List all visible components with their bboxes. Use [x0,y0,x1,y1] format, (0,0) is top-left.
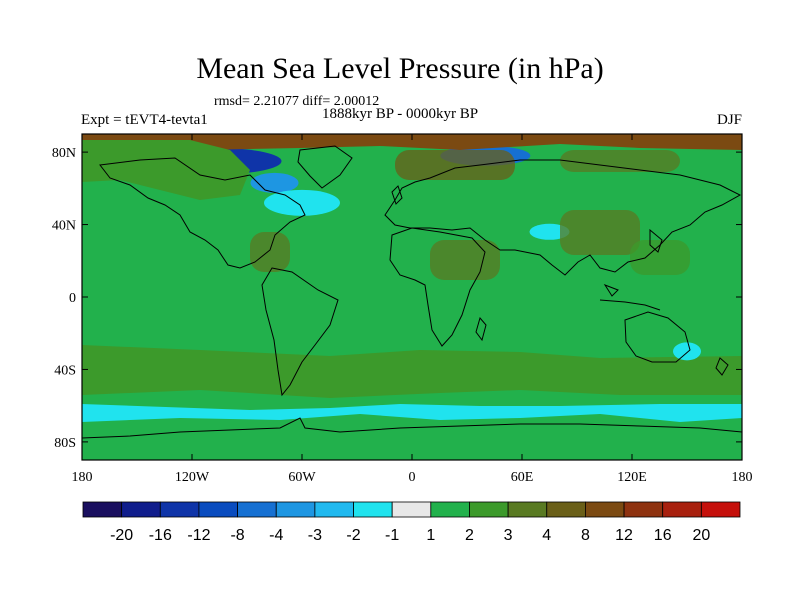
lon-tick-label: 120E [617,470,647,485]
colorbar-swatch [121,501,161,518]
colorbar-swatch [198,501,238,518]
colorbar-label: 2 [465,527,474,544]
lon-tick-label: 60E [511,470,534,485]
colorbar-swatch [159,501,200,518]
colorbar-swatch [237,501,277,518]
colorbar-swatch [507,501,548,518]
colorbar-swatch [700,501,741,518]
lon-tick-label: 180 [732,470,753,485]
chart-title: Mean Sea Level Pressure (in hPa) [196,52,604,85]
colorbar-swatch [275,501,316,518]
colorbar-swatch [391,501,432,518]
period-text: 1888kyr BP - 0000kyr BP [322,106,479,122]
map-fields [82,134,742,460]
colorbar-swatch [585,501,625,518]
colorbar-label: -16 [149,527,172,544]
field-patch-4 [560,210,640,255]
colorbar-label: 3 [504,527,513,544]
field-indian-ocean-neutral [529,223,570,240]
field-north-pacific-band [82,140,250,200]
colorbar-swatch [314,501,354,518]
colorbar-label: -2 [346,527,360,544]
colorbar-swatch [546,501,586,518]
colorbar-label: -4 [269,527,283,544]
colorbar-swatch [82,501,123,518]
map-axes: 80N 40N 0 40S 80S 180 120W 60W 0 60E 120E 180 [52,134,753,485]
colorbar-swatch [353,501,393,518]
colorbar-swatch [662,501,702,518]
lat-tick-label: 80N [52,146,76,161]
colorbar-swatch [469,501,509,518]
field-patch-3 [430,240,500,280]
colorbar-label: 1 [426,527,435,544]
season-label: DJF [716,112,742,128]
colorbar-label: -8 [230,527,244,544]
field-patch-1 [560,150,680,172]
lat-tick-label: 40S [54,363,76,378]
colorbar-label: 12 [615,527,633,544]
stats-text: rmsd= 2.21077 diff= 2.00012 [214,94,380,109]
lon-tick-label: 120W [175,470,210,485]
colorbar-label: 4 [542,527,551,544]
colorbar-label: -3 [308,527,322,544]
experiment-label: Expt = tEVT4-tevta1 [81,112,208,128]
field-patch-0 [395,150,515,180]
field-arctic-ocean-high [82,134,742,150]
colorbar-label: -1 [385,527,399,544]
lon-tick-label: 180 [72,470,93,485]
colorbar-label: 16 [654,527,672,544]
lon-tick-label: 0 [409,470,416,485]
colorbar: -20 -16 -12 -8 -4 -3 -2 -1 1 2 3 4 8 12 16 20 [82,501,741,544]
coastlines [82,145,742,439]
colorbar-label: -20 [110,527,133,544]
lat-tick-label: 40N [52,219,76,234]
field-labrador-neutral [264,189,340,216]
colorbar-swatch [430,501,470,518]
colorbar-label: -12 [187,527,210,544]
lat-tick-label: 0 [69,291,76,306]
lat-tick-label: 80S [54,436,76,451]
field-patch-5 [630,240,690,275]
field-patch-2 [250,232,290,272]
lon-tick-label: 60W [288,470,316,485]
field-australia-neutral [673,342,701,361]
colorbar-label: 8 [581,527,590,544]
colorbar-swatch [623,501,664,518]
field-southern-ocean-band [82,345,742,398]
field-antarctic-neutral [82,404,742,422]
colorbar-label: 20 [692,527,710,544]
